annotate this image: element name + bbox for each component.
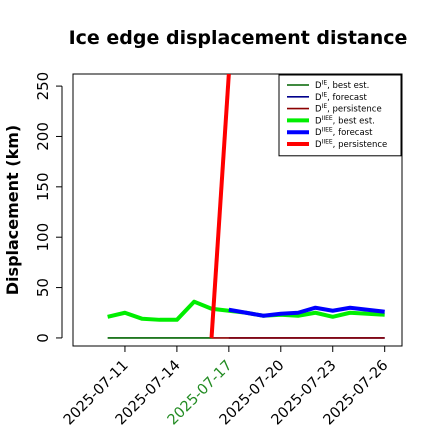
y-tick-label: 0 <box>34 333 52 343</box>
y-tick-label: 150 <box>34 173 52 202</box>
legend-entry: DIIEE, best est. <box>315 115 375 127</box>
y-tick-label: 250 <box>34 72 52 101</box>
series-line-4 <box>228 305 385 318</box>
legend-entry: DIIEE, forecast <box>315 127 373 139</box>
legend-entry: DIE, best est. <box>315 80 369 92</box>
legend-entry: DIIEE, persistence <box>315 139 387 151</box>
chart-title: Ice edge displacement distance <box>69 27 408 49</box>
legend-entry: DIE, persistence <box>315 103 382 115</box>
legend-entry: DIE, forecast <box>315 91 368 103</box>
series-layer <box>107 74 385 339</box>
plot-frame <box>72 73 403 347</box>
series-line-5 <box>209 74 231 339</box>
y-axis-label: Displacement (km) <box>3 125 22 295</box>
y-tick-label: 50 <box>34 278 52 297</box>
y-tick-label: 200 <box>34 122 52 151</box>
y-tick-label: 100 <box>34 223 52 252</box>
